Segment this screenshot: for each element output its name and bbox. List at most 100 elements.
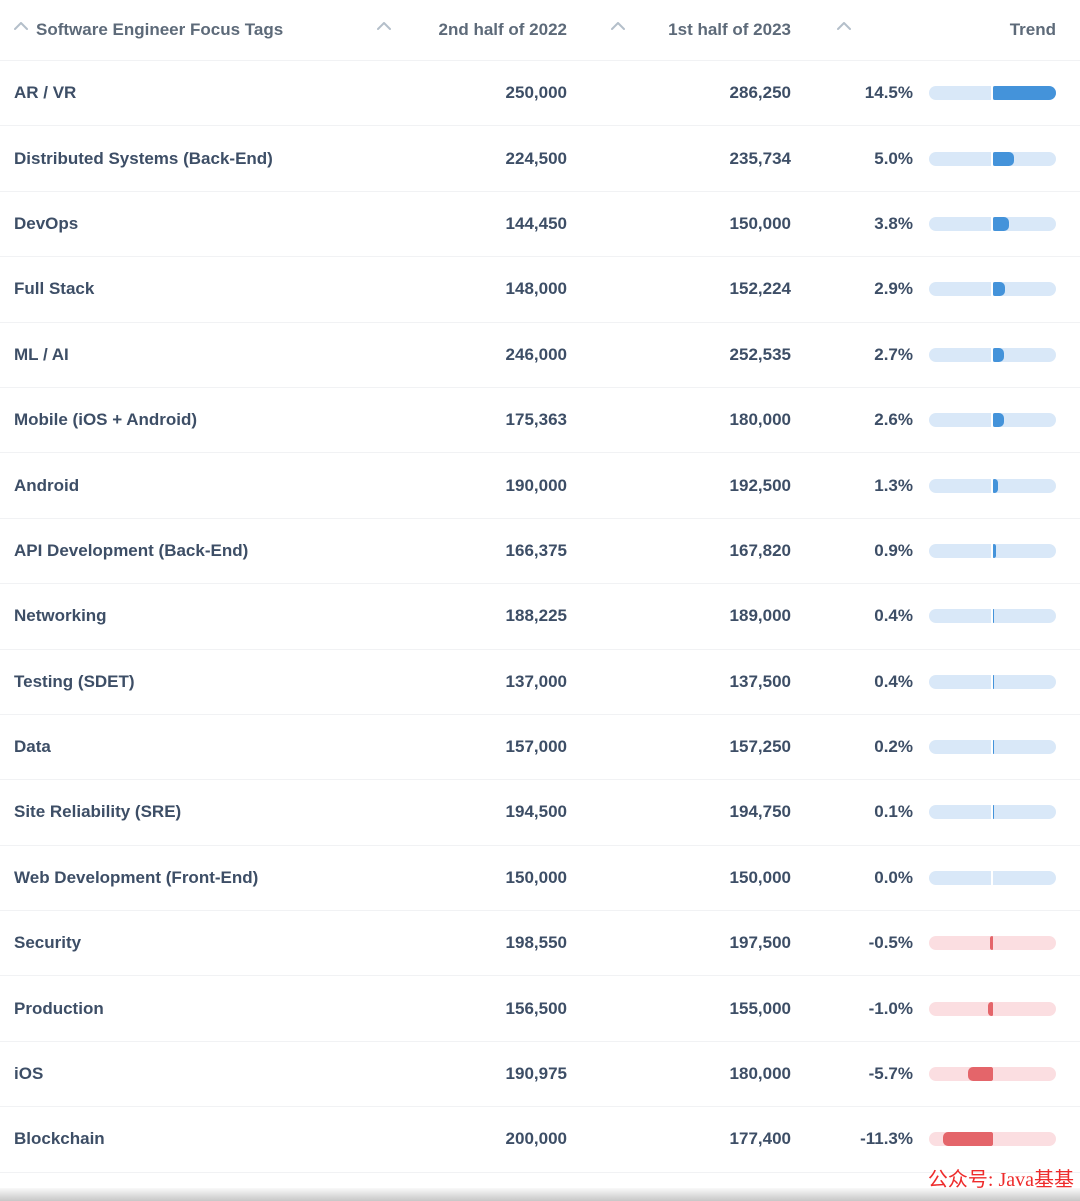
row-trend-percent: 0.0% bbox=[874, 867, 913, 887]
row-trend-cell bbox=[913, 257, 1056, 321]
table-row[interactable]: Site Reliability (SRE) 194,500 194,750 0… bbox=[0, 780, 1080, 846]
trend-bar-fill bbox=[992, 543, 997, 558]
table-row[interactable]: AR / VR 250,000 286,250 14.5% bbox=[0, 61, 1080, 127]
trend-bar bbox=[929, 870, 1056, 885]
row-focus-tag: API Development (Back-End) bbox=[14, 540, 249, 560]
row-focus-tag: ML / AI bbox=[14, 344, 69, 364]
row-2022-salary: 157,000 bbox=[505, 737, 567, 757]
table-row[interactable]: Distributed Systems (Back-End) 224,500 2… bbox=[0, 126, 1080, 192]
trend-bar-center-divider bbox=[990, 870, 993, 885]
row-2023-salary: 235,734 bbox=[729, 148, 791, 168]
row-2022-salary: 175,363 bbox=[505, 410, 567, 430]
column-header-label: Trend bbox=[1009, 20, 1056, 39]
row-trend-cell bbox=[913, 61, 1056, 125]
table-row[interactable]: Security 198,550 197,500 -0.5% bbox=[0, 911, 1080, 977]
trend-bar bbox=[929, 740, 1056, 755]
trend-bar-center-divider bbox=[990, 413, 993, 428]
row-focus-tag: Full Stack bbox=[14, 279, 95, 299]
row-2023-salary: 137,500 bbox=[729, 671, 791, 691]
column-header-focus-tags[interactable]: Software Engineer Focus Tags bbox=[14, 0, 377, 60]
trend-bar-fill bbox=[988, 1001, 993, 1016]
sort-caret-icon bbox=[837, 22, 851, 30]
row-2022-salary: 200,000 bbox=[505, 1129, 567, 1149]
row-trend-percent: 5.0% bbox=[874, 148, 913, 168]
row-trend-percent: 2.9% bbox=[874, 279, 913, 299]
table-row[interactable]: Testing (SDET) 137,000 137,500 0.4% bbox=[0, 650, 1080, 715]
table-row[interactable]: Networking 188,225 189,000 0.4% bbox=[0, 584, 1080, 650]
table-row[interactable]: Blockchain 200,000 177,400 -11.3% bbox=[0, 1107, 1080, 1173]
row-trend-percent: -0.5% bbox=[868, 933, 913, 953]
trend-bar-fill bbox=[992, 216, 1010, 231]
trend-bar-fill bbox=[992, 478, 999, 493]
row-2022-salary: 144,450 bbox=[505, 213, 567, 233]
row-focus-tag: DevOps bbox=[14, 213, 79, 233]
row-2023-salary: 167,820 bbox=[729, 540, 791, 560]
row-trend-cell bbox=[913, 1042, 1056, 1106]
row-2022-salary: 150,000 bbox=[505, 867, 567, 887]
table-row[interactable]: Mobile (iOS + Android) 175,363 180,000 2… bbox=[0, 388, 1080, 454]
row-focus-tag: Android bbox=[14, 475, 80, 495]
trend-bar bbox=[929, 282, 1056, 297]
row-trend-percent: 2.6% bbox=[874, 410, 913, 430]
row-2022-salary: 156,500 bbox=[505, 998, 567, 1018]
trend-bar-center-divider bbox=[990, 86, 993, 101]
trend-bar-center-divider bbox=[990, 347, 993, 362]
trend-bar bbox=[929, 151, 1056, 166]
trend-bar-fill bbox=[992, 151, 1015, 166]
row-trend-percent: 0.4% bbox=[874, 606, 913, 626]
row-trend-cell bbox=[913, 584, 1056, 648]
trend-bar-fill bbox=[992, 740, 994, 755]
sort-caret-icon bbox=[14, 22, 28, 30]
table-row[interactable]: Full Stack 148,000 152,224 2.9% bbox=[0, 257, 1080, 323]
row-2022-salary: 148,000 bbox=[505, 279, 567, 299]
row-2023-salary: 192,500 bbox=[729, 475, 791, 495]
table-row[interactable]: Data 157,000 157,250 0.2% bbox=[0, 715, 1080, 781]
row-trend-cell bbox=[913, 323, 1056, 387]
trend-bar bbox=[929, 86, 1056, 101]
table-row[interactable]: iOS 190,975 180,000 -5.7% bbox=[0, 1042, 1080, 1108]
row-2022-salary: 224,500 bbox=[505, 148, 567, 168]
row-trend-percent: -1.0% bbox=[868, 998, 913, 1018]
column-header-percent-change[interactable] bbox=[791, 0, 913, 60]
trend-bar-center-divider bbox=[990, 282, 993, 297]
column-header-label: 1st half of 2023 bbox=[668, 20, 791, 39]
row-trend-percent: 0.1% bbox=[874, 802, 913, 822]
row-focus-tag: Networking bbox=[14, 606, 107, 626]
table-row[interactable]: DevOps 144,450 150,000 3.8% bbox=[0, 192, 1080, 258]
sort-caret-icon bbox=[611, 22, 625, 30]
row-focus-tag: AR / VR bbox=[14, 83, 77, 103]
row-trend-percent: 0.9% bbox=[874, 540, 913, 560]
trend-bar-fill bbox=[992, 86, 1056, 101]
trend-bar-fill bbox=[992, 609, 995, 624]
table-row[interactable]: Android 190,000 192,500 1.3% bbox=[0, 453, 1080, 519]
row-trend-percent: 0.4% bbox=[874, 671, 913, 691]
column-header-1st-half-2023[interactable]: 1st half of 2023 bbox=[567, 0, 791, 60]
row-2022-salary: 188,225 bbox=[505, 606, 567, 626]
row-trend-cell bbox=[913, 780, 1056, 844]
trend-bar bbox=[929, 805, 1056, 820]
row-trend-cell bbox=[913, 1107, 1056, 1171]
row-focus-tag: Testing (SDET) bbox=[14, 671, 135, 691]
row-trend-percent: 14.5% bbox=[864, 83, 913, 103]
trend-bar bbox=[929, 674, 1056, 689]
row-trend-cell bbox=[913, 126, 1056, 190]
trend-bar bbox=[929, 543, 1056, 558]
row-2023-salary: 177,400 bbox=[729, 1129, 791, 1149]
table-row[interactable]: Production 156,500 155,000 -1.0% bbox=[0, 976, 1080, 1042]
table-row[interactable]: Web Development (Front-End) 150,000 150,… bbox=[0, 846, 1080, 912]
row-trend-cell bbox=[913, 911, 1056, 975]
trend-bar-fill bbox=[967, 1067, 993, 1082]
row-2022-salary: 250,000 bbox=[505, 83, 567, 103]
column-header-2nd-half-2022[interactable]: 2nd half of 2022 bbox=[377, 0, 567, 60]
trend-bar bbox=[929, 609, 1056, 624]
bottom-scroll-strip bbox=[0, 1188, 1080, 1201]
table-row[interactable]: ML / AI 246,000 252,535 2.7% bbox=[0, 323, 1080, 388]
row-2022-salary: 190,000 bbox=[505, 475, 567, 495]
trend-bar-fill bbox=[943, 1132, 993, 1147]
table-row[interactable]: API Development (Back-End) 166,375 167,8… bbox=[0, 519, 1080, 585]
row-2023-salary: 150,000 bbox=[729, 867, 791, 887]
row-focus-tag: Security bbox=[14, 933, 82, 953]
row-2023-salary: 286,250 bbox=[729, 83, 791, 103]
row-2022-salary: 198,550 bbox=[505, 933, 567, 953]
